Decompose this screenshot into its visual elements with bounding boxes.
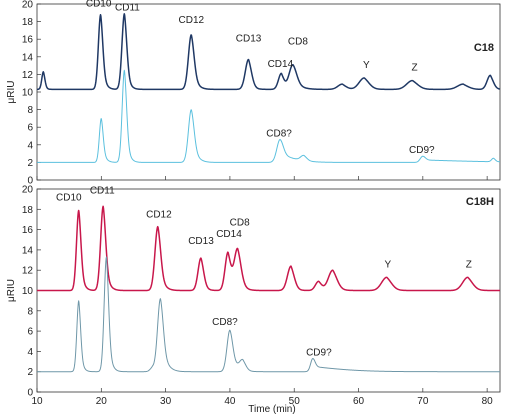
peak-label: CD10 xyxy=(56,192,82,203)
y-tick-label: 20 xyxy=(22,0,34,11)
y-tick-label: 14 xyxy=(22,245,34,256)
y-tick-label: 10 xyxy=(22,286,34,297)
y-tick-label: 6 xyxy=(27,327,33,338)
y-tick-label: 16 xyxy=(22,35,34,46)
y-tick-label: 10 xyxy=(22,88,34,99)
peak-label: CD12 xyxy=(179,15,205,26)
peak-label: CD14 xyxy=(268,59,294,70)
y-axis-title: μRIU xyxy=(6,279,17,302)
peak-label: Y xyxy=(384,259,391,270)
y-tick-label: 0 xyxy=(27,388,33,399)
peak-label: CD8? xyxy=(212,317,238,328)
y-tick-label: 12 xyxy=(22,70,34,81)
x-axis-title: Time (min) xyxy=(248,404,295,415)
peak-label: CD8 xyxy=(230,217,250,228)
peak-label: CD8? xyxy=(266,129,292,140)
y-tick-label: 16 xyxy=(22,225,34,236)
y-tick-label: 20 xyxy=(22,185,34,196)
series-line-upper-trace xyxy=(36,13,501,91)
series-line-lower-trace xyxy=(36,69,501,163)
x-tick-label: 50 xyxy=(289,396,301,407)
peak-label: CD10 xyxy=(86,0,112,10)
x-tick-label: 40 xyxy=(224,396,236,407)
panel-title: C18 xyxy=(474,42,494,54)
peak-label: CD9? xyxy=(409,145,435,156)
y-tick-label: 0 xyxy=(27,176,33,187)
peak-label: CD11 xyxy=(90,185,115,196)
peak-label: CD11 xyxy=(115,3,140,14)
y-tick-label: 8 xyxy=(27,306,33,317)
panel-title: C18H xyxy=(466,196,494,208)
x-tick-label: 80 xyxy=(482,396,494,407)
peak-label: Z xyxy=(466,259,472,270)
x-tick-label: 30 xyxy=(160,396,172,407)
y-tick-label: 2 xyxy=(27,367,33,378)
x-tick-label: 20 xyxy=(96,396,108,407)
x-tick-label: 60 xyxy=(353,396,365,407)
y-tick-label: 14 xyxy=(22,52,34,63)
y-tick-label: 2 xyxy=(27,158,33,169)
peak-label: CD13 xyxy=(188,236,214,247)
x-tick-label: 70 xyxy=(417,396,429,407)
y-tick-label: 12 xyxy=(22,266,34,277)
peak-label: CD8 xyxy=(288,37,308,48)
peak-label: CD12 xyxy=(146,210,172,221)
peak-label: CD13 xyxy=(236,33,262,44)
peak-label: CD9? xyxy=(306,348,332,359)
y-tick-label: 4 xyxy=(27,140,33,151)
peak-label: CD14 xyxy=(216,229,242,240)
y-tick-label: 6 xyxy=(27,123,33,134)
peak-label: Y xyxy=(363,60,370,71)
y-tick-label: 8 xyxy=(27,105,33,116)
y-axis-title: μRIU xyxy=(6,81,17,104)
series-line-upper-trace xyxy=(36,205,501,292)
series-line-lower-trace xyxy=(36,256,501,373)
peak-label: Z xyxy=(411,63,417,74)
x-tick-label: 10 xyxy=(31,396,43,407)
chromatogram-panel-c18: 0 2 4 6 8 10 12 14 16 18 20 μRIU C18 CD10 CD11 CD12 CD13… xyxy=(6,0,501,187)
y-tick-label: 18 xyxy=(22,205,34,216)
y-tick-label: 18 xyxy=(22,17,34,28)
y-tick-label: 4 xyxy=(27,347,33,358)
chromatogram-panel-c18h: 0 2 4 6 8 10 12 14 16 18 20 10 20 30 40 50 60 70 80 μRIU C18… xyxy=(6,185,501,407)
